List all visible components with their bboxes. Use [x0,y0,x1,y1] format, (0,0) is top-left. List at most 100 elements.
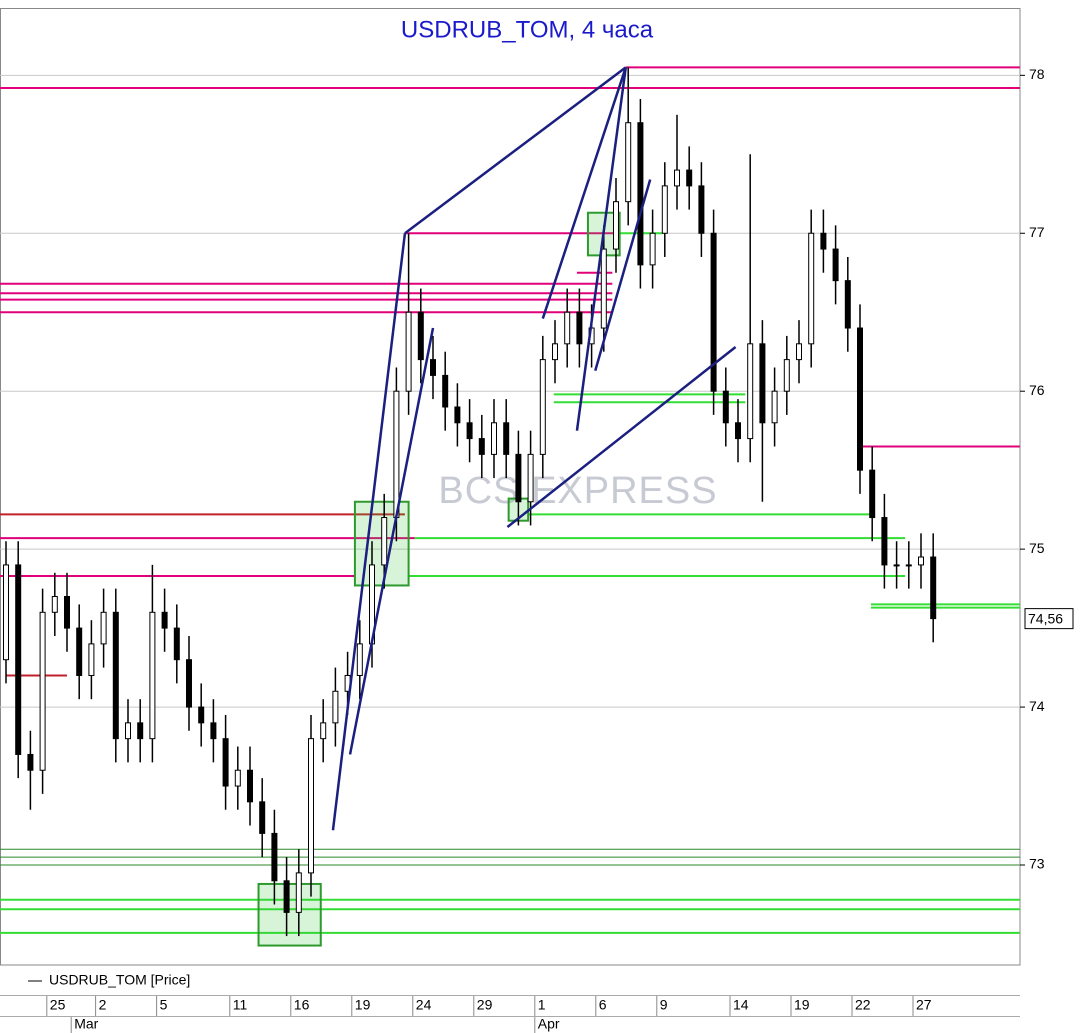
x-tick-label: 19 [355,997,371,1013]
candle-body [649,232,656,266]
candle-body [308,738,314,874]
candle-body [15,564,22,755]
candle-body [564,311,571,345]
candle-body [832,248,839,282]
candle-body [796,343,802,361]
trend-line [506,345,737,529]
x-tick-label: 27 [916,997,932,1013]
x-tick-label: 19 [794,997,810,1013]
x-tick-label: 16 [294,997,310,1013]
candle-body [51,596,58,613]
trend-line [575,67,627,431]
candle-body [417,311,424,361]
candle-body [210,722,217,740]
last-price-label: 74,56 [1028,610,1063,626]
candle-body [637,122,644,266]
candle-body [625,122,632,203]
trend-line [404,66,627,235]
x-tick-label: 14 [733,997,749,1013]
candle-body [893,564,900,567]
candle-body [64,596,70,629]
candle-body [881,517,888,566]
candle-body [125,722,131,740]
candle-body [503,422,510,455]
candle-body [771,390,778,424]
trend-line [331,233,407,831]
candle-body [661,185,668,234]
trend-line [541,67,627,319]
trend-line [594,179,652,372]
candle-body [527,453,534,503]
candle-body [295,872,302,913]
last-price-box [1024,608,1074,630]
chart-title: USDRUB_TOM, 4 часа [401,16,654,43]
candle-body [173,627,180,661]
candle-body [747,343,754,440]
candle-body [905,564,912,567]
candle-body [186,659,192,708]
candle-body [491,422,497,455]
candle-body [332,690,339,724]
candle-body [27,753,34,771]
x-tick-label: 25 [50,997,66,1013]
candle-body [442,374,449,408]
candle-body [137,722,144,740]
candle-body [698,185,705,234]
candle-body [161,611,168,629]
candle-body [466,422,473,440]
legend-label: USDRUB_TOM [Price] [49,972,190,988]
candle-body [234,769,241,787]
candle-body [3,564,9,661]
candle-body [283,880,290,913]
candle-body [613,201,619,250]
candle-body [600,248,607,329]
y-tick-label: 78 [1029,66,1045,82]
candle-body [39,611,46,771]
candle-body [320,722,327,740]
month-label: Apr [538,1016,560,1032]
candle-body [869,469,876,519]
plot-frame [0,8,1021,966]
watermark: BCS EXPRESS [438,470,717,512]
candle-body [576,311,583,345]
candle-body [405,311,412,392]
trend-line [348,327,435,755]
y-tick-label: 73 [1029,856,1045,872]
candle-body [783,359,790,392]
x-tick-label: 1 [538,997,546,1013]
candle-body [844,280,851,329]
candle-body [857,327,863,471]
x-tick-label: 11 [233,997,248,1013]
candle-body [381,517,388,566]
candle-body [356,643,363,676]
candle-body [918,556,924,566]
candle-body [710,232,717,392]
x-tick-label: 29 [477,997,493,1013]
candle-body [674,169,680,187]
candle-body [820,232,827,250]
candle-body [552,343,558,361]
candle-body [112,611,119,740]
candle-body [930,556,937,620]
candle-body [735,422,741,440]
candle-body [222,738,229,787]
candle-body [430,359,436,376]
x-tick-label: 24 [416,997,432,1013]
month-label: Mar [74,1016,98,1032]
candle-body [259,801,266,834]
candle-body [247,769,253,803]
candle-body [198,706,205,724]
candle-body [759,343,766,424]
candle-body [686,169,693,187]
candle-body [539,359,546,455]
candle-body [88,643,95,676]
candle-body [100,611,107,645]
candle-body [808,232,815,345]
x-tick-label: 2 [99,997,107,1013]
y-tick-label: 74 [1029,698,1045,714]
y-tick-label: 77 [1029,224,1045,240]
candle-body [454,406,461,424]
y-tick-label: 75 [1029,540,1045,556]
